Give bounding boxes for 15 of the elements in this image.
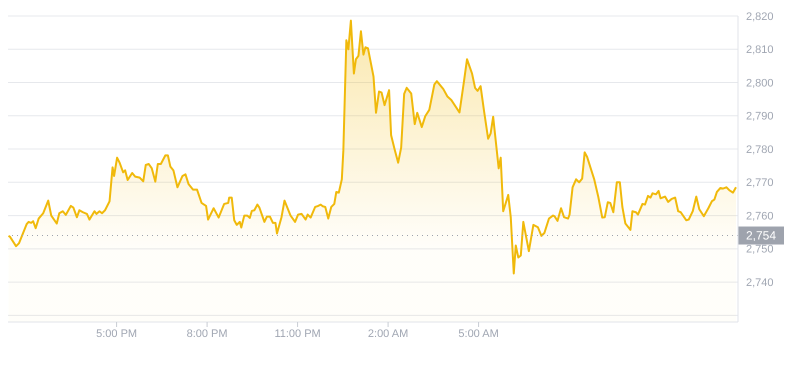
y-tick-label: 2,790 — [746, 110, 774, 123]
y-tick-label: 2,820 — [746, 10, 774, 23]
y-tick-label: 2,770 — [746, 177, 774, 190]
y-tick-label: 2,750 — [746, 244, 774, 256]
y-tick-label: 2,800 — [746, 77, 774, 90]
ref-line-label: 2,754 — [746, 228, 776, 243]
y-tick-label: 2,810 — [746, 44, 774, 56]
y-tick-label: 2,740 — [746, 276, 774, 289]
x-tick-label: 2:00 AM — [368, 328, 408, 340]
y-tick-label: 2,760 — [746, 210, 774, 222]
y-tick-label: 2,780 — [746, 144, 774, 156]
x-tick-label: 5:00 PM — [96, 328, 138, 340]
x-tick-label: 5:00 AM — [458, 328, 499, 340]
x-tick-label: 8:00 PM — [186, 328, 228, 340]
x-tick-label: 11:00 PM — [274, 328, 321, 340]
